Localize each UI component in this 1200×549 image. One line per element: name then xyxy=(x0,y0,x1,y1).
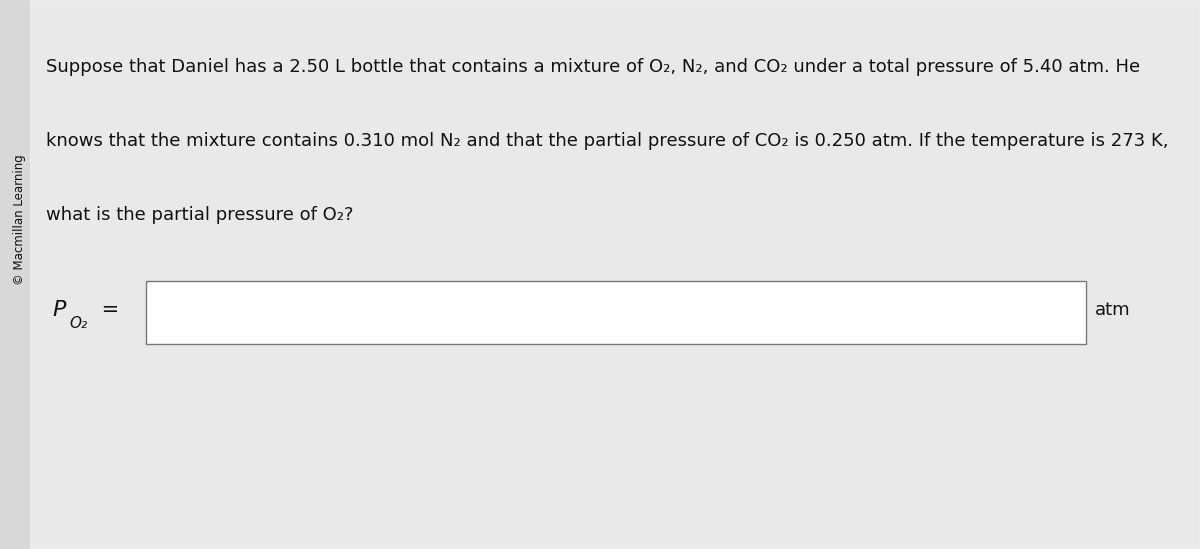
Text: =: = xyxy=(95,300,119,320)
Text: P: P xyxy=(53,300,66,320)
Text: knows that the mixture contains 0.310 mol N₂ and that the partial pressure of CO: knows that the mixture contains 0.310 mo… xyxy=(46,132,1168,150)
Text: © Macmillan Learning: © Macmillan Learning xyxy=(13,154,25,285)
Text: O₂: O₂ xyxy=(70,316,88,332)
Text: what is the partial pressure of O₂?: what is the partial pressure of O₂? xyxy=(46,206,353,224)
Text: Suppose that Daniel has a 2.50 L bottle that contains a mixture of O₂, N₂, and C: Suppose that Daniel has a 2.50 L bottle … xyxy=(46,58,1140,76)
Text: atm: atm xyxy=(1094,301,1130,319)
